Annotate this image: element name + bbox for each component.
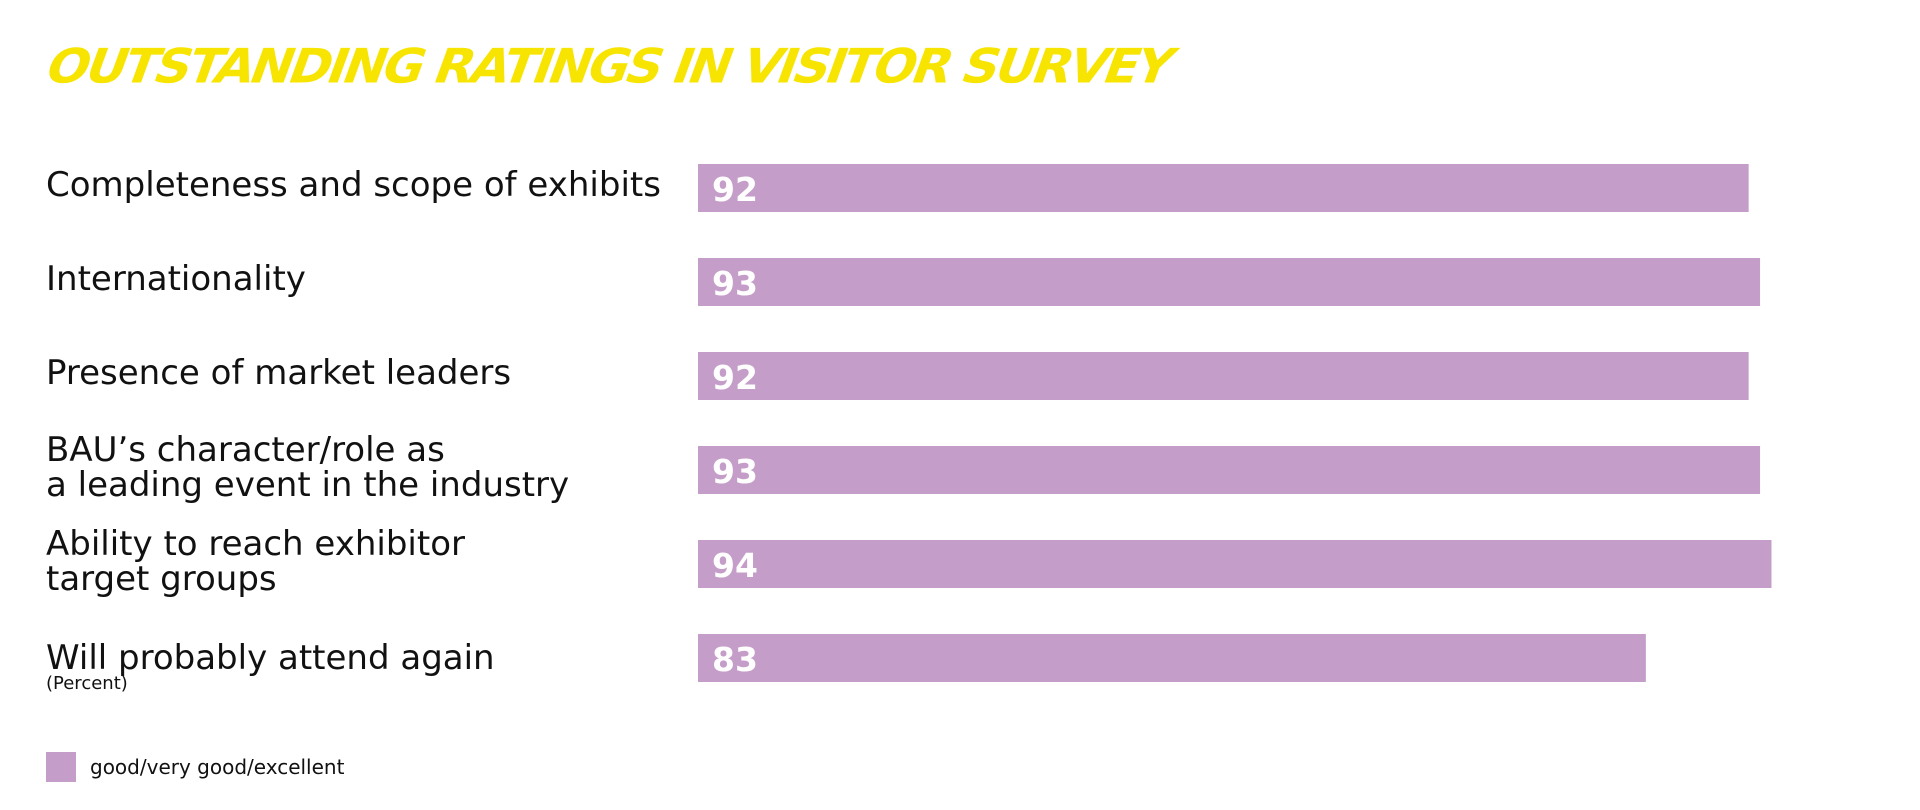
bar-6 bbox=[698, 634, 1646, 682]
bar-2 bbox=[698, 258, 1761, 306]
legend-label: good/very good/excellent bbox=[90, 755, 345, 779]
bar-5 bbox=[698, 540, 1772, 588]
bar-value-label: 92 bbox=[712, 358, 758, 397]
bar-value-label: 93 bbox=[712, 264, 758, 303]
bar-value-label: 92 bbox=[712, 170, 758, 209]
bar-value-label: 83 bbox=[712, 640, 758, 679]
legend: good/very good/excellent bbox=[46, 752, 344, 782]
category-label: Presence of market leaders bbox=[46, 353, 511, 393]
unit-label: (Percent) bbox=[46, 673, 128, 694]
category-label: Completeness and scope of exhibits bbox=[46, 165, 661, 205]
legend-swatch bbox=[46, 752, 76, 782]
bar-value-label: 93 bbox=[712, 452, 758, 491]
category-label: Will probably attend again bbox=[46, 638, 495, 678]
bar-3 bbox=[698, 352, 1749, 400]
category-label: Ability to reach exhibitor target groups bbox=[46, 524, 465, 599]
bar-1 bbox=[698, 164, 1749, 212]
bar-4 bbox=[698, 446, 1761, 494]
category-label: BAU’s character/role as a leading event i… bbox=[46, 430, 569, 505]
bar-value-label: 94 bbox=[712, 546, 758, 585]
category-label: Internationality bbox=[46, 259, 306, 299]
